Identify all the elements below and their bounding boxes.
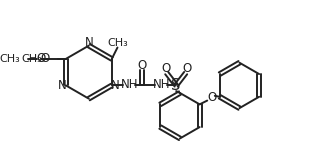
Text: N: N [58,79,67,92]
Text: CH₃: CH₃ [107,38,128,48]
Text: O: O [37,52,46,65]
Text: N: N [111,79,120,92]
Text: N: N [84,36,93,49]
Text: CH₃: CH₃ [22,54,42,64]
Text: NH: NH [153,78,171,91]
Text: NH: NH [121,78,138,91]
Text: O: O [207,91,217,104]
Text: O: O [182,62,191,75]
Text: O: O [161,62,170,75]
Text: O: O [137,59,147,72]
Text: S: S [171,78,181,93]
Text: O: O [40,52,50,65]
Text: CH₃: CH₃ [0,54,20,64]
